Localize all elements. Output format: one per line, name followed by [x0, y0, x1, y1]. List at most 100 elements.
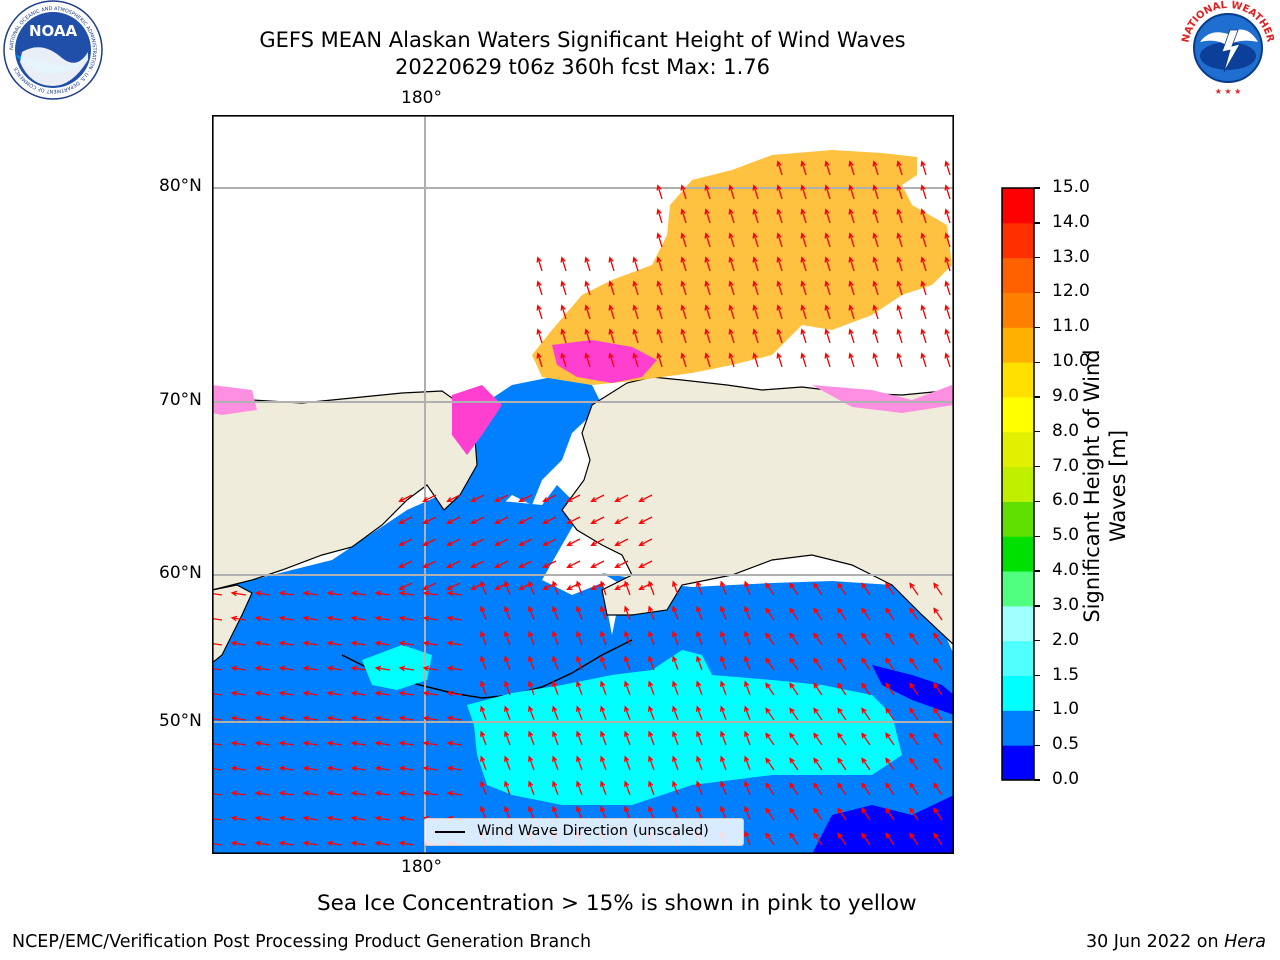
wave-direction-arrow: [813, 807, 823, 821]
wave-direction-arrow: [638, 516, 653, 525]
wave-direction-arrow: [680, 304, 687, 320]
land-siberia: [212, 390, 478, 591]
sea-ice-coast-east: [812, 385, 954, 413]
wave-direction-arrow: [494, 560, 509, 569]
wave-direction-arrow: [552, 605, 559, 621]
wave-direction-arrow: [920, 208, 927, 224]
wave-direction-arrow: [576, 605, 583, 621]
wave-direction-arrow: [518, 538, 533, 547]
wave-direction-arrow: [230, 840, 247, 847]
wave-direction-arrow: [446, 560, 461, 569]
wave-direction-arrow: [446, 765, 463, 772]
wave-direction-arrow: [744, 680, 751, 696]
wave-direction-arrow: [552, 630, 559, 646]
wave-direction-arrow: [422, 590, 439, 597]
wave-direction-arrow: [518, 560, 533, 569]
wave-direction-arrow: [518, 494, 533, 503]
wave-direction-arrow: [848, 184, 855, 200]
wave-direction-arrow: [350, 715, 367, 722]
wave-direction-arrow: [638, 538, 653, 547]
wave-direction-arrow: [350, 690, 367, 697]
wave-direction-arrow: [920, 280, 927, 296]
colorbar-tick-mark: [1034, 187, 1040, 189]
colorbar-tick-mark: [1034, 361, 1040, 363]
wave-direction-arrow: [848, 328, 855, 344]
wave-direction-arrow: [600, 630, 607, 646]
wave-direction-arrow: [885, 632, 895, 646]
sea-ice-pink: [552, 340, 657, 383]
wave-direction-arrow: [624, 705, 631, 721]
wave-direction-arrow: [528, 755, 535, 771]
wave-direction-arrow: [920, 328, 927, 344]
wave-direction-arrow: [933, 632, 943, 646]
wave-direction-arrow: [944, 160, 951, 176]
wave-direction-arrow: [494, 494, 509, 503]
wave-direction-arrow: [704, 208, 711, 224]
wave-direction-arrow: [446, 582, 461, 591]
wave-direction-arrow: [254, 640, 271, 647]
wave-direction-arrow: [254, 765, 271, 772]
wave-height-map: [212, 115, 954, 854]
map-caption: Sea Ice Concentration > 15% is shown in …: [317, 891, 917, 916]
wave-direction-arrow: [536, 280, 543, 296]
wave-direction-arrow: [800, 280, 807, 296]
wave-direction-arrow: [789, 757, 799, 771]
wave-direction-arrow: [584, 280, 591, 296]
wave-direction-arrow: [398, 790, 415, 797]
colorbar-title-line1: Significant Height of Wind: [1080, 349, 1104, 623]
wave-direction-arrow: [614, 516, 629, 525]
wave-direction-arrow: [656, 256, 663, 272]
wave-direction-arrow: [446, 494, 461, 503]
colorbar-segment: [1002, 188, 1034, 224]
colorbar-tick-label: 1.0: [1052, 699, 1080, 720]
wave-direction-arrow: [861, 832, 871, 846]
wave-direction-arrow: [720, 655, 727, 671]
wave-direction-arrow: [542, 560, 557, 569]
wave-direction-arrow: [837, 732, 847, 746]
wave-direction-arrow: [813, 682, 823, 696]
wave-direction-arrow: [278, 715, 295, 722]
low-wave-patch-se: [812, 795, 954, 854]
wave-direction-arrow: [920, 256, 927, 272]
wave-direction-arrow: [872, 352, 879, 368]
lon-label-bottom: 180°: [401, 857, 442, 877]
wave-direction-arrow: [576, 655, 583, 671]
wave-direction-arrow: [896, 328, 903, 344]
wave-direction-arrow: [608, 256, 615, 272]
wave-direction-arrow: [813, 632, 823, 646]
wave-direction-arrow: [398, 740, 415, 747]
wave-direction-arrow: [302, 740, 319, 747]
wave-direction-arrow: [254, 690, 271, 697]
wave-direction-arrow: [504, 630, 511, 646]
wave-direction-arrow: [350, 815, 367, 822]
wave-direction-arrow: [614, 538, 629, 547]
wave-direction-arrow: [909, 732, 919, 746]
wave-direction-arrow: [933, 607, 943, 621]
colorbar-title-line2: Waves [m]: [1106, 429, 1130, 543]
wave-direction-arrow: [672, 655, 679, 671]
wave-direction-arrow: [446, 790, 463, 797]
wave-direction-arrow: [752, 232, 759, 248]
wave-direction-arrow: [944, 232, 951, 248]
wave-direction-arrow: [576, 680, 583, 696]
wave-direction-arrow: [632, 256, 639, 272]
wave-direction-arrow: [638, 494, 653, 503]
wave-direction-arrow: [720, 730, 727, 746]
wave-direction-arrow: [350, 765, 367, 772]
wave-direction-arrow: [494, 538, 509, 547]
wave-direction-arrow: [765, 657, 775, 671]
wave-direction-arrow: [800, 184, 807, 200]
colorbar-segment: [1002, 571, 1034, 607]
wave-direction-arrow: [885, 607, 895, 621]
wave-direction-arrow: [789, 682, 799, 696]
wave-direction-arrow: [933, 732, 943, 746]
wave-direction-arrow: [885, 682, 895, 696]
wave-direction-arrow: [920, 304, 927, 320]
wave-direction-arrow: [552, 780, 559, 796]
wave-direction-arrow: [848, 160, 855, 176]
wave-direction-arrow: [576, 805, 583, 821]
wave-direction-arrow: [212, 740, 223, 747]
colorbar-tick-label: 13.0: [1052, 246, 1090, 267]
wave-direction-arrow: [744, 630, 751, 646]
wave-direction-arrow: [696, 705, 703, 721]
